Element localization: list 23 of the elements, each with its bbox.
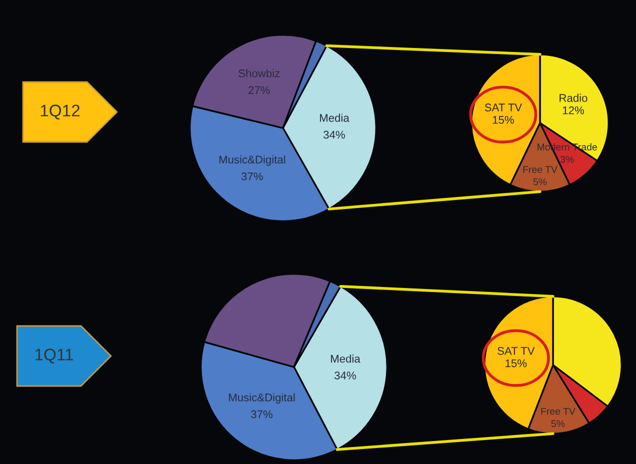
data-label: 3% bbox=[560, 156, 574, 163]
slice-label: SAT TV bbox=[484, 104, 522, 112]
slice-label: Media bbox=[330, 354, 360, 363]
data-label: 34% bbox=[334, 372, 356, 380]
data-label: 5% bbox=[551, 420, 565, 428]
text: 1Q12 bbox=[40, 104, 80, 120]
data-label: 5% bbox=[533, 178, 547, 186]
slice-label: Music&Digital bbox=[219, 155, 286, 166]
data-label: 37% bbox=[251, 410, 272, 418]
slice-label: Free TV bbox=[523, 166, 558, 173]
slice-label: Music&Digital bbox=[229, 393, 295, 404]
slice-label: Media bbox=[320, 114, 350, 122]
data-label: 37% bbox=[241, 172, 263, 180]
data-label: 12% bbox=[562, 106, 584, 114]
slice-label: Showbiz bbox=[238, 69, 280, 78]
slice-label: Free TV bbox=[541, 408, 576, 415]
data-label: 15% bbox=[492, 116, 514, 124]
data-label: 27% bbox=[248, 86, 270, 94]
data-label: 34% bbox=[324, 130, 345, 139]
text: 1Q11 bbox=[36, 348, 73, 364]
data-label: 15% bbox=[506, 359, 527, 368]
slice-label: Radio bbox=[560, 94, 588, 102]
slice-label: SAT TV bbox=[498, 347, 535, 355]
